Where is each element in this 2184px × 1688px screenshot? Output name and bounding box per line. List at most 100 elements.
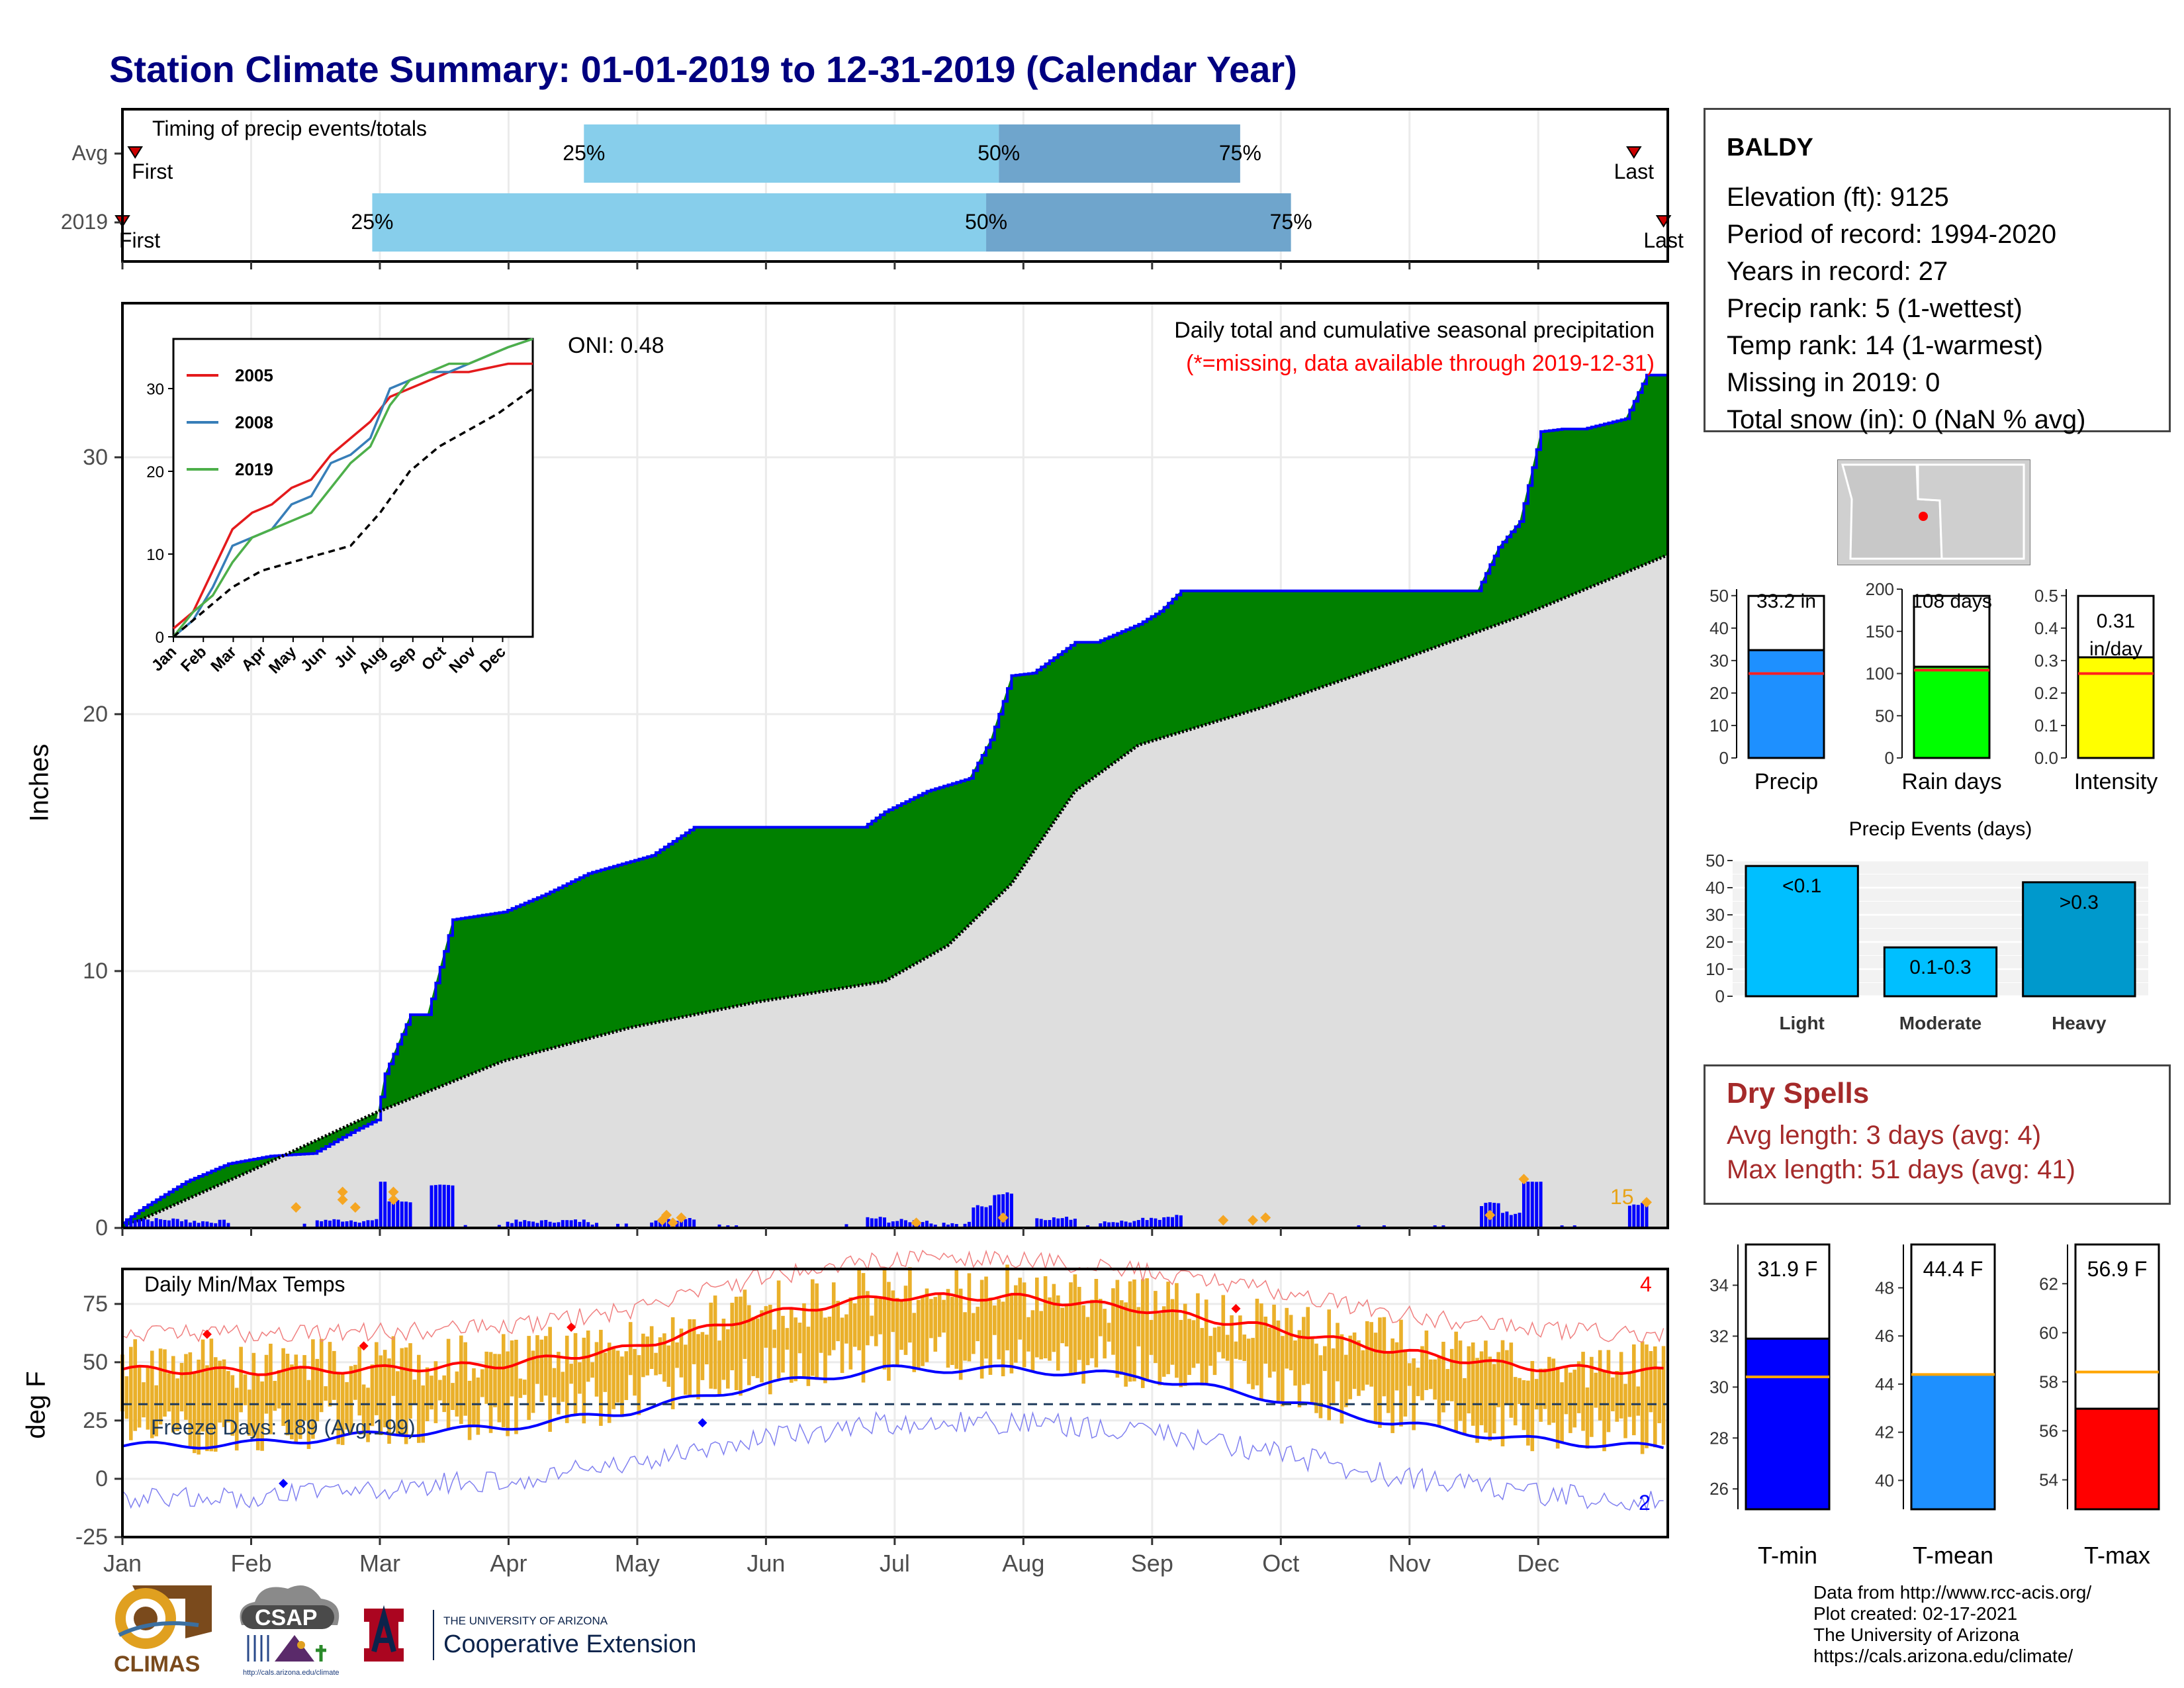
daily-temp-bar (942, 1299, 946, 1333)
daily-precip-bar (1035, 1218, 1039, 1228)
daily-temp-bar (997, 1299, 1001, 1360)
inset-y-tick-label: 10 (146, 546, 164, 564)
temp-bar-y-tick-label: 30 (1709, 1377, 1729, 1397)
daily-temp-bar (1602, 1371, 1606, 1452)
daily-precip-bar (442, 1184, 446, 1228)
daily-precip-bar (1099, 1223, 1103, 1228)
daily-precip-bar (557, 1222, 561, 1228)
daily-temp-bar (1357, 1340, 1361, 1396)
daily-temp-bar (294, 1354, 298, 1442)
daily-temp-bar (1492, 1364, 1496, 1434)
ua-small-text: THE UNIVERSITY OF ARIZONA (443, 1615, 608, 1627)
daily-temp-bar (1331, 1348, 1336, 1403)
mini-y-tick-label: 0 (1719, 748, 1729, 768)
mini-y-tick-label: 50 (1709, 586, 1729, 606)
daily-temp-bar (870, 1315, 874, 1336)
daily-temp-bar (133, 1339, 137, 1431)
daily-temp-bar (772, 1329, 776, 1348)
temp-bar-value-label: 56.9 F (2087, 1257, 2148, 1281)
daily-precip-bar (129, 1218, 133, 1228)
daily-temp-bar (366, 1387, 370, 1442)
daily-temp-bar (1246, 1338, 1251, 1384)
timing-row-label: 2019 (61, 210, 108, 234)
last-event-marker (1626, 146, 1642, 159)
daily-precip-bar (180, 1221, 184, 1228)
daily-temp-bar (1221, 1295, 1226, 1359)
daily-precip-bar (1175, 1215, 1179, 1228)
daily-temp-bar (1085, 1317, 1090, 1366)
daily-temp-bar (984, 1276, 988, 1359)
daily-temp-bar (739, 1296, 743, 1396)
daily-precip-bar (1107, 1222, 1111, 1228)
daily-temp-bar (421, 1385, 426, 1443)
daily-temp-bar (501, 1334, 506, 1428)
daily-temp-bar (1649, 1350, 1653, 1413)
daily-temp-bar (163, 1349, 167, 1417)
daily-temp-bar (539, 1339, 544, 1402)
daily-temp-bar (844, 1314, 848, 1344)
daily-temp-bar (946, 1289, 950, 1368)
daily-precip-bar (222, 1219, 226, 1228)
temp-bar-y-tick-label: 34 (1709, 1276, 1729, 1295)
mini-bar-outline (2077, 594, 2155, 659)
timing-row-label: Avg (71, 141, 108, 165)
daily-precip-bar (1514, 1213, 1518, 1228)
climas-logo: CLIMAS (114, 1585, 212, 1677)
daily-temp-bar (827, 1317, 832, 1356)
daily-temp-bar (1428, 1359, 1433, 1389)
daily-temp-bar (1373, 1333, 1378, 1424)
daily-precip-bar (133, 1219, 137, 1228)
timing-p50-label: 50% (978, 141, 1020, 165)
record-high-marker (202, 1329, 212, 1339)
daily-temp-bar (251, 1352, 256, 1438)
daily-temp-bar (1611, 1377, 1615, 1411)
daily-temp-bar (1361, 1350, 1365, 1391)
daily-temp-bar (1009, 1295, 1014, 1374)
temp-y-tick-label: 50 (83, 1350, 108, 1375)
daily-precip-bar (404, 1201, 408, 1228)
daily-temp-bar (1158, 1313, 1162, 1385)
daily-precip-bar (1154, 1218, 1158, 1228)
daily-temp-bar (1052, 1284, 1056, 1352)
temp-y-tick-label: 0 (95, 1466, 108, 1491)
record-high-marker (359, 1341, 369, 1351)
daily-temp-bar (1623, 1383, 1627, 1438)
month-label: Jan (103, 1550, 142, 1577)
daily-temp-bar (230, 1375, 235, 1436)
daily-precip-bar (124, 1218, 128, 1228)
daily-temp-bar (472, 1368, 476, 1428)
daily-temp-bar (302, 1355, 306, 1421)
mini-y-tick-label: 0 (1885, 748, 1894, 768)
daily-temp-bar (1115, 1280, 1120, 1378)
daily-temp-bar (375, 1342, 379, 1415)
footer-line-3: The University of Arizona (1813, 1624, 2020, 1645)
daily-temp-bar (1420, 1346, 1424, 1401)
record-low-count: 2 (1639, 1491, 1651, 1515)
daily-precip-bar (163, 1219, 167, 1228)
daily-temp-bar (937, 1294, 942, 1337)
daily-temp-bar (451, 1383, 455, 1410)
daily-temp-bar (353, 1364, 357, 1400)
record-low-marker (279, 1479, 289, 1488)
daily-temp-bar (852, 1303, 857, 1347)
daily-temp-bar (1386, 1351, 1390, 1413)
daily-temp-bar (264, 1354, 269, 1414)
event-marker (1518, 1174, 1529, 1185)
daily-temp-bar (1645, 1344, 1649, 1448)
daily-temp-bar (1263, 1316, 1268, 1364)
station-elevation: Elevation (ft): 9125 (1727, 183, 1949, 212)
daily-temp-bar (760, 1310, 764, 1383)
daily-temp-bar (620, 1356, 624, 1417)
daily-precip-bar (654, 1220, 658, 1228)
new-mexico-shape (1917, 463, 2025, 560)
daily-temp-bar (226, 1371, 230, 1423)
daily-temp-bar (128, 1346, 133, 1440)
daily-precip-bar (341, 1221, 345, 1228)
record-high-line (122, 1249, 1664, 1344)
daily-precip-bar (590, 1224, 594, 1228)
daily-temp-bar (603, 1352, 608, 1392)
daily-temp-bar (1449, 1348, 1454, 1401)
mini-y-tick-label: 30 (1709, 651, 1729, 671)
mini-y-tick-label: 0.0 (2034, 748, 2058, 768)
